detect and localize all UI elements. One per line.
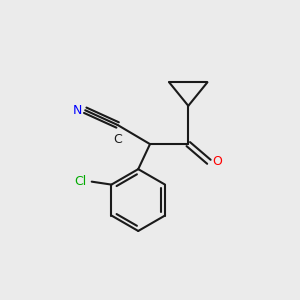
Text: N: N [72, 104, 82, 117]
Text: O: O [212, 155, 222, 168]
Text: C: C [113, 133, 122, 146]
Text: Cl: Cl [74, 175, 86, 188]
